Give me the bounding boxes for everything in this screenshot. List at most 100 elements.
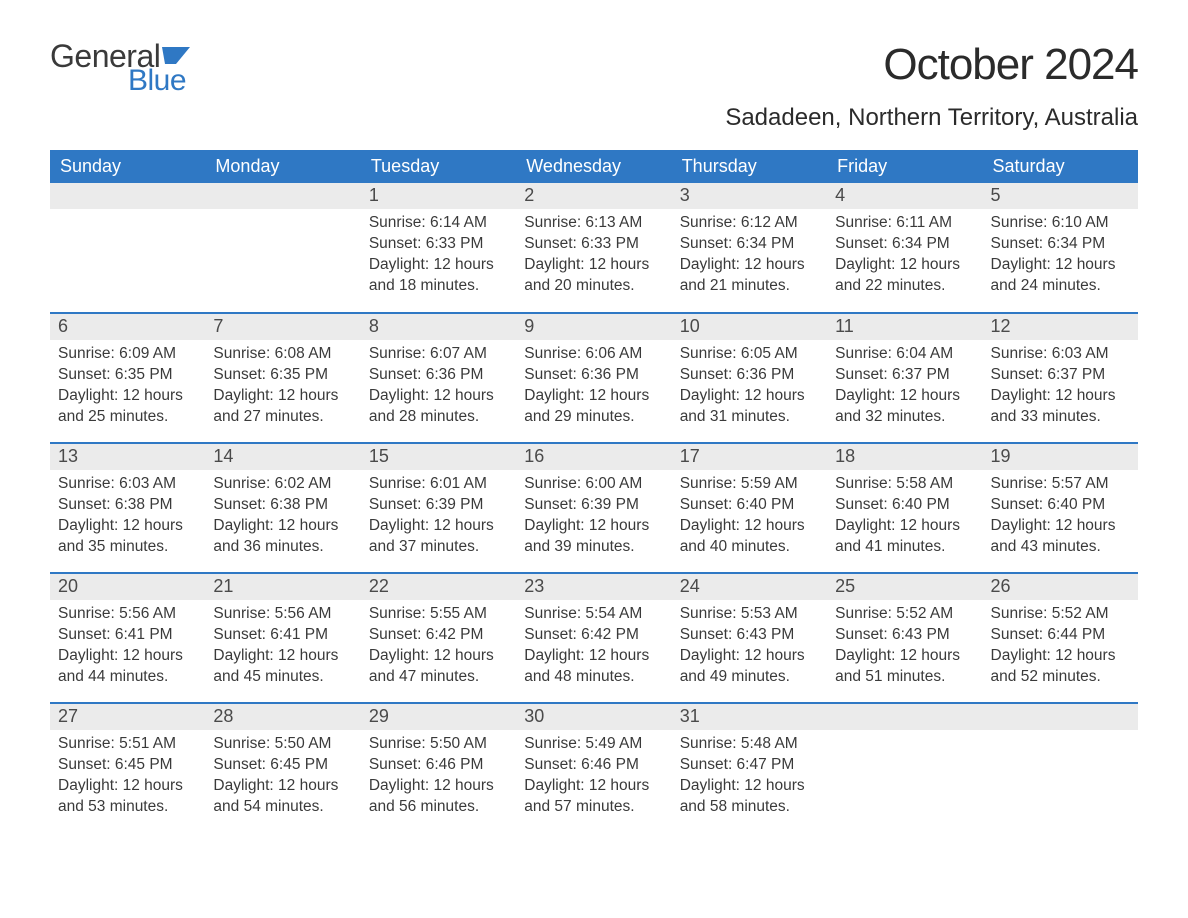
day-number: 29	[361, 704, 516, 730]
day-details: Sunrise: 5:49 AMSunset: 6:46 PMDaylight:…	[516, 730, 671, 828]
day-details: Sunrise: 6:10 AMSunset: 6:34 PMDaylight:…	[983, 209, 1138, 307]
day-daylight1: Daylight: 12 hours	[213, 776, 352, 797]
day-details: Sunrise: 6:14 AMSunset: 6:33 PMDaylight:…	[361, 209, 516, 307]
day-number: 13	[50, 444, 205, 470]
calendar-day-cell: 13Sunrise: 6:03 AMSunset: 6:38 PMDayligh…	[50, 443, 205, 573]
day-daylight1: Daylight: 12 hours	[524, 386, 663, 407]
day-daylight2: and 32 minutes.	[835, 407, 974, 428]
calendar-day-cell	[983, 703, 1138, 833]
calendar-table: SundayMondayTuesdayWednesdayThursdayFrid…	[50, 150, 1138, 833]
calendar-day-cell: 3Sunrise: 6:12 AMSunset: 6:34 PMDaylight…	[672, 183, 827, 313]
day-number: 20	[50, 574, 205, 600]
calendar-day-cell: 17Sunrise: 5:59 AMSunset: 6:40 PMDayligh…	[672, 443, 827, 573]
calendar-day-cell: 25Sunrise: 5:52 AMSunset: 6:43 PMDayligh…	[827, 573, 982, 703]
day-details: Sunrise: 5:53 AMSunset: 6:43 PMDaylight:…	[672, 600, 827, 698]
day-daylight2: and 27 minutes.	[213, 407, 352, 428]
day-sunrise: Sunrise: 5:54 AM	[524, 604, 663, 625]
day-number: 28	[205, 704, 360, 730]
day-daylight2: and 22 minutes.	[835, 276, 974, 297]
day-sunset: Sunset: 6:44 PM	[991, 625, 1130, 646]
day-daylight1: Daylight: 12 hours	[524, 516, 663, 537]
day-number: 12	[983, 314, 1138, 340]
day-daylight2: and 56 minutes.	[369, 797, 508, 818]
day-daylight1: Daylight: 12 hours	[58, 776, 197, 797]
day-sunrise: Sunrise: 6:14 AM	[369, 213, 508, 234]
day-details: Sunrise: 6:05 AMSunset: 6:36 PMDaylight:…	[672, 340, 827, 438]
day-details: Sunrise: 6:03 AMSunset: 6:38 PMDaylight:…	[50, 470, 205, 568]
calendar-day-cell: 6Sunrise: 6:09 AMSunset: 6:35 PMDaylight…	[50, 313, 205, 443]
weekday-header: Saturday	[983, 150, 1138, 183]
day-sunset: Sunset: 6:33 PM	[524, 234, 663, 255]
day-number: 10	[672, 314, 827, 340]
day-daylight2: and 18 minutes.	[369, 276, 508, 297]
month-title: October 2024	[725, 40, 1138, 90]
calendar-day-cell: 31Sunrise: 5:48 AMSunset: 6:47 PMDayligh…	[672, 703, 827, 833]
day-sunset: Sunset: 6:36 PM	[524, 365, 663, 386]
day-sunrise: Sunrise: 5:48 AM	[680, 734, 819, 755]
day-details: Sunrise: 5:51 AMSunset: 6:45 PMDaylight:…	[50, 730, 205, 828]
day-sunrise: Sunrise: 5:53 AM	[680, 604, 819, 625]
calendar-day-cell	[205, 183, 360, 313]
day-sunset: Sunset: 6:39 PM	[369, 495, 508, 516]
calendar-day-cell: 21Sunrise: 5:56 AMSunset: 6:41 PMDayligh…	[205, 573, 360, 703]
day-details: Sunrise: 6:00 AMSunset: 6:39 PMDaylight:…	[516, 470, 671, 568]
brand-line2: Blue	[128, 66, 192, 96]
day-daylight2: and 28 minutes.	[369, 407, 508, 428]
day-sunset: Sunset: 6:38 PM	[213, 495, 352, 516]
day-number: 30	[516, 704, 671, 730]
day-details: Sunrise: 5:57 AMSunset: 6:40 PMDaylight:…	[983, 470, 1138, 568]
day-daylight1: Daylight: 12 hours	[213, 646, 352, 667]
calendar-day-cell: 9Sunrise: 6:06 AMSunset: 6:36 PMDaylight…	[516, 313, 671, 443]
day-details: Sunrise: 6:09 AMSunset: 6:35 PMDaylight:…	[50, 340, 205, 438]
calendar-day-cell: 8Sunrise: 6:07 AMSunset: 6:36 PMDaylight…	[361, 313, 516, 443]
day-sunset: Sunset: 6:33 PM	[369, 234, 508, 255]
day-details: Sunrise: 5:55 AMSunset: 6:42 PMDaylight:…	[361, 600, 516, 698]
brand-logo: General Blue	[50, 40, 192, 96]
day-daylight2: and 29 minutes.	[524, 407, 663, 428]
day-daylight1: Daylight: 12 hours	[524, 776, 663, 797]
day-number: 31	[672, 704, 827, 730]
day-sunrise: Sunrise: 6:05 AM	[680, 344, 819, 365]
day-sunset: Sunset: 6:45 PM	[58, 755, 197, 776]
day-daylight1: Daylight: 12 hours	[369, 776, 508, 797]
calendar-week-row: 1Sunrise: 6:14 AMSunset: 6:33 PMDaylight…	[50, 183, 1138, 313]
calendar-day-cell	[50, 183, 205, 313]
calendar-day-cell: 11Sunrise: 6:04 AMSunset: 6:37 PMDayligh…	[827, 313, 982, 443]
calendar-week-row: 13Sunrise: 6:03 AMSunset: 6:38 PMDayligh…	[50, 443, 1138, 573]
day-sunrise: Sunrise: 5:56 AM	[58, 604, 197, 625]
day-daylight1: Daylight: 12 hours	[213, 386, 352, 407]
day-daylight1: Daylight: 12 hours	[991, 255, 1130, 276]
day-sunset: Sunset: 6:41 PM	[213, 625, 352, 646]
calendar-week-row: 6Sunrise: 6:09 AMSunset: 6:35 PMDaylight…	[50, 313, 1138, 443]
day-details	[205, 209, 360, 223]
day-daylight1: Daylight: 12 hours	[991, 646, 1130, 667]
day-sunset: Sunset: 6:45 PM	[213, 755, 352, 776]
day-number: 8	[361, 314, 516, 340]
day-daylight1: Daylight: 12 hours	[680, 516, 819, 537]
day-sunrise: Sunrise: 6:03 AM	[991, 344, 1130, 365]
day-daylight1: Daylight: 12 hours	[369, 255, 508, 276]
day-details: Sunrise: 5:50 AMSunset: 6:45 PMDaylight:…	[205, 730, 360, 828]
day-daylight2: and 39 minutes.	[524, 537, 663, 558]
day-daylight2: and 52 minutes.	[991, 667, 1130, 688]
day-sunrise: Sunrise: 6:06 AM	[524, 344, 663, 365]
day-daylight1: Daylight: 12 hours	[680, 776, 819, 797]
weekday-header: Wednesday	[516, 150, 671, 183]
day-sunrise: Sunrise: 5:58 AM	[835, 474, 974, 495]
day-sunset: Sunset: 6:40 PM	[835, 495, 974, 516]
day-details: Sunrise: 6:04 AMSunset: 6:37 PMDaylight:…	[827, 340, 982, 438]
weekday-header: Thursday	[672, 150, 827, 183]
calendar-day-cell: 4Sunrise: 6:11 AMSunset: 6:34 PMDaylight…	[827, 183, 982, 313]
day-sunset: Sunset: 6:42 PM	[524, 625, 663, 646]
day-sunrise: Sunrise: 5:52 AM	[991, 604, 1130, 625]
day-daylight1: Daylight: 12 hours	[835, 646, 974, 667]
day-daylight1: Daylight: 12 hours	[680, 646, 819, 667]
day-sunrise: Sunrise: 5:57 AM	[991, 474, 1130, 495]
calendar-day-cell: 10Sunrise: 6:05 AMSunset: 6:36 PMDayligh…	[672, 313, 827, 443]
day-daylight2: and 43 minutes.	[991, 537, 1130, 558]
day-daylight2: and 41 minutes.	[835, 537, 974, 558]
day-daylight2: and 24 minutes.	[991, 276, 1130, 297]
day-sunrise: Sunrise: 6:08 AM	[213, 344, 352, 365]
day-daylight2: and 48 minutes.	[524, 667, 663, 688]
location-subtitle: Sadadeen, Northern Territory, Australia	[725, 104, 1138, 132]
